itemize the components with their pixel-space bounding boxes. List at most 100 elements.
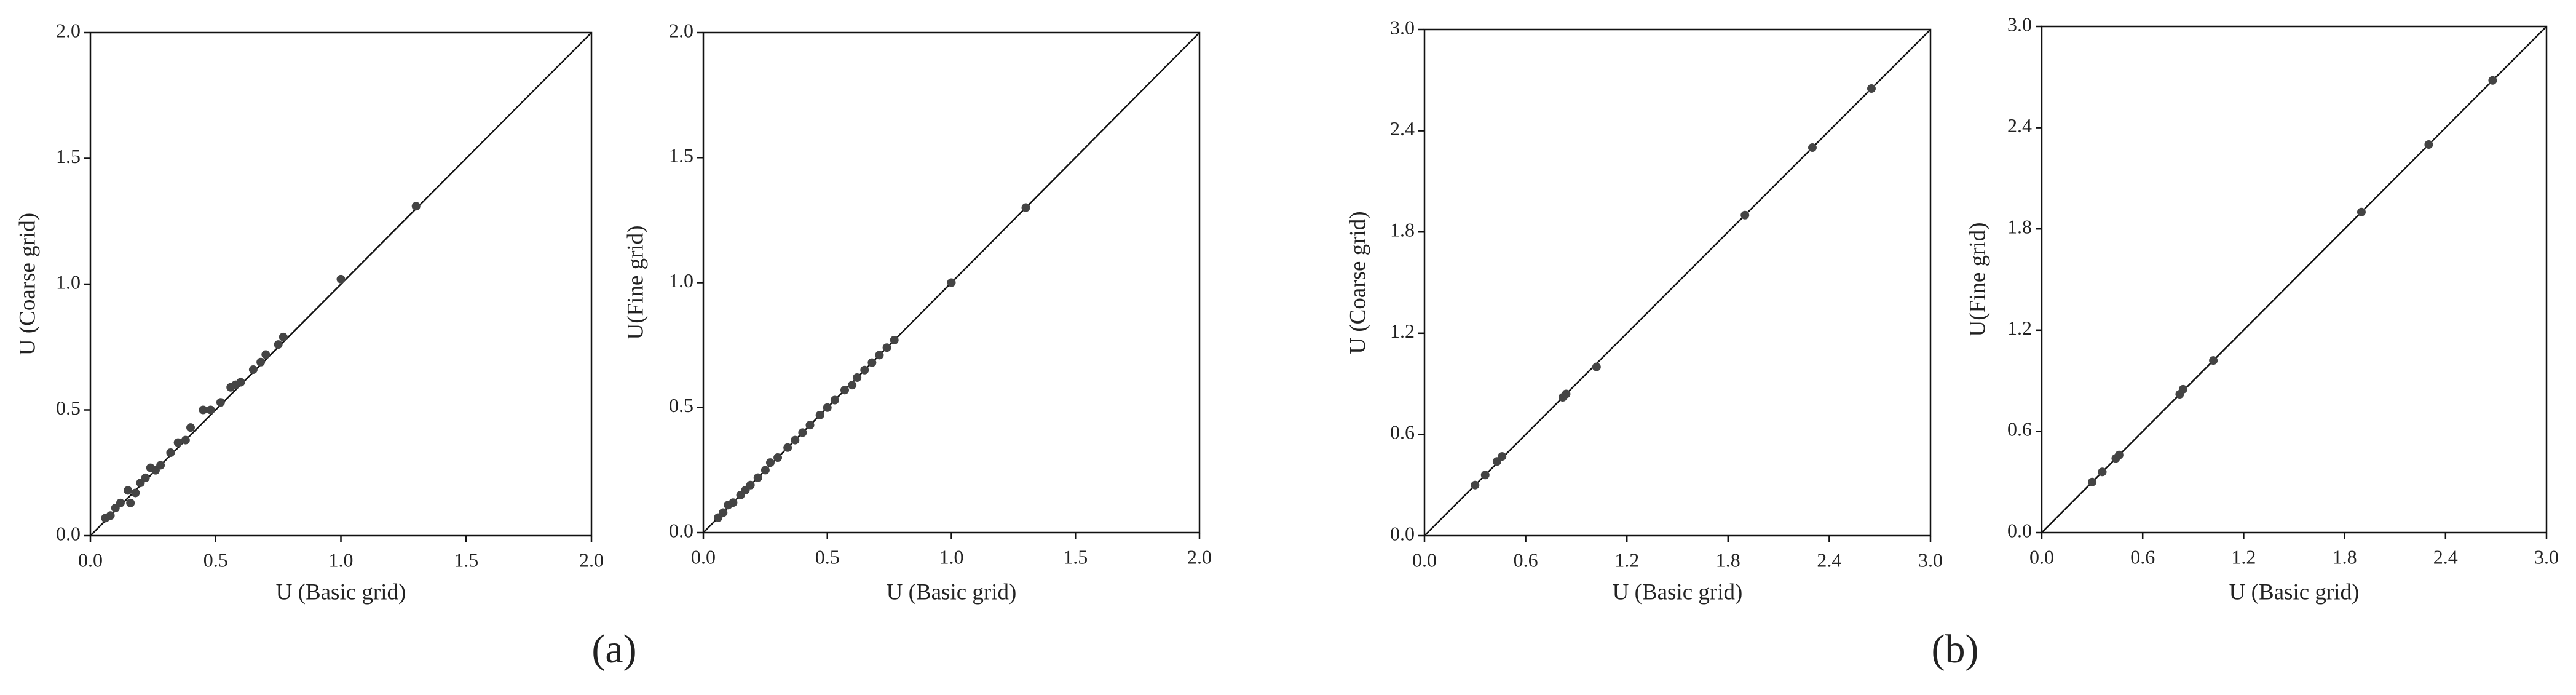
data-point — [2209, 356, 2218, 365]
y-tick-label: 1.8 — [1390, 219, 1415, 241]
y-axis-label: U(Fine grid) — [1965, 223, 1990, 337]
y-tick-label: 2.0 — [669, 19, 693, 41]
x-tick-label: 0.0 — [1412, 549, 1437, 571]
data-point — [848, 381, 857, 390]
data-point — [336, 274, 346, 284]
data-point — [186, 423, 195, 432]
data-point — [1021, 203, 1030, 212]
y-tick-label: 1.8 — [2007, 216, 2032, 238]
y-tick-label: 1.0 — [56, 271, 81, 293]
x-tick-label: 1.8 — [1716, 549, 1740, 571]
data-point — [875, 351, 884, 360]
reference-line — [90, 32, 592, 536]
x-tick-label: 2.0 — [579, 549, 604, 571]
x-axis-label: U (Basic grid) — [276, 579, 406, 605]
data-point — [746, 480, 755, 490]
data-point — [181, 435, 190, 445]
data-point — [805, 421, 815, 430]
plot-frame — [1423, 28, 1932, 537]
data-point — [1480, 471, 1490, 480]
y-tick-label: 0.0 — [669, 519, 693, 541]
y-tick-label: 1.2 — [2007, 317, 2032, 339]
x-tick-label: 1.2 — [1614, 549, 1639, 571]
data-point — [236, 378, 245, 387]
data-point — [1471, 480, 1480, 490]
panel-caption: (b) — [1932, 627, 1979, 672]
data-point — [216, 398, 225, 407]
y-tick-label: 3.0 — [2007, 13, 2032, 35]
data-point — [1498, 452, 1507, 461]
data-point — [411, 202, 421, 211]
x-axis-label: U (Basic grid) — [887, 579, 1017, 605]
y-tick-label: 2.4 — [1390, 117, 1415, 140]
data-point — [2424, 140, 2433, 149]
data-point — [2178, 384, 2187, 394]
y-axis-label: U (Coarse grid) — [1345, 211, 1370, 354]
x-tick-label: 0.0 — [691, 546, 716, 568]
data-point — [853, 373, 862, 382]
data-point — [719, 508, 728, 517]
data-point — [106, 511, 115, 520]
data-point — [783, 443, 792, 452]
data-point — [840, 386, 849, 395]
y-tick-label: 1.0 — [669, 269, 693, 292]
data-point — [890, 335, 899, 344]
y-tick-label: 0.5 — [669, 394, 693, 416]
y-tick-label: 2.0 — [56, 19, 81, 41]
data-point — [830, 395, 839, 405]
data-point — [2357, 207, 2366, 216]
y-axis-label: U (Coarse grid) — [15, 213, 40, 355]
x-tick-label: 0.0 — [2029, 546, 2054, 568]
data-point — [860, 365, 869, 375]
data-point — [166, 448, 175, 458]
x-tick-label: 2.4 — [2433, 546, 2458, 568]
data-point — [141, 473, 150, 482]
x-tick-label: 0.6 — [2130, 546, 2155, 568]
y-tick-label: 0.0 — [1390, 522, 1415, 544]
plot-frame — [2041, 25, 2548, 534]
data-point — [773, 453, 783, 463]
data-point — [156, 461, 165, 470]
data-point — [729, 498, 738, 507]
x-tick-label: 0.0 — [78, 549, 103, 571]
x-tick-label: 2.0 — [1187, 546, 1212, 568]
data-point — [173, 438, 183, 447]
y-tick-label: 0.6 — [1390, 421, 1415, 443]
data-point — [124, 486, 133, 495]
data-point — [274, 340, 283, 349]
y-tick-label: 1.5 — [56, 145, 81, 167]
y-axis-label: U(Fine grid) — [623, 226, 648, 340]
data-point — [947, 278, 956, 287]
y-tick-label: 0.5 — [56, 397, 81, 419]
y-tick-label: 0.6 — [2007, 418, 2032, 440]
data-point — [1808, 143, 1817, 153]
data-point — [2088, 477, 2097, 486]
x-tick-label: 1.8 — [2333, 546, 2357, 568]
x-tick-label: 0.5 — [203, 549, 228, 571]
data-point — [248, 365, 258, 375]
y-tick-label: 1.5 — [669, 145, 693, 167]
data-point — [131, 488, 140, 498]
x-tick-label: 0.6 — [1514, 549, 1538, 571]
y-tick-label: 0.0 — [2007, 519, 2032, 541]
data-point — [1867, 84, 1876, 93]
data-point — [753, 473, 762, 482]
reference-line — [1424, 29, 1931, 536]
data-point — [261, 350, 271, 359]
x-tick-label: 3.0 — [1918, 549, 1943, 571]
data-point — [206, 405, 215, 415]
data-point — [2114, 450, 2124, 459]
y-tick-label: 3.0 — [1390, 16, 1415, 38]
data-point — [256, 357, 266, 367]
x-tick-label: 2.4 — [1817, 549, 1841, 571]
data-point — [2488, 76, 2497, 85]
data-point — [279, 332, 288, 341]
x-tick-label: 1.5 — [454, 549, 478, 571]
data-point — [1562, 389, 1571, 399]
y-tick-label: 0.0 — [56, 522, 81, 544]
data-point — [815, 410, 824, 419]
x-axis-label: U (Basic grid) — [1613, 579, 1743, 605]
panel-caption: (a) — [591, 627, 636, 672]
data-point — [2098, 467, 2107, 477]
